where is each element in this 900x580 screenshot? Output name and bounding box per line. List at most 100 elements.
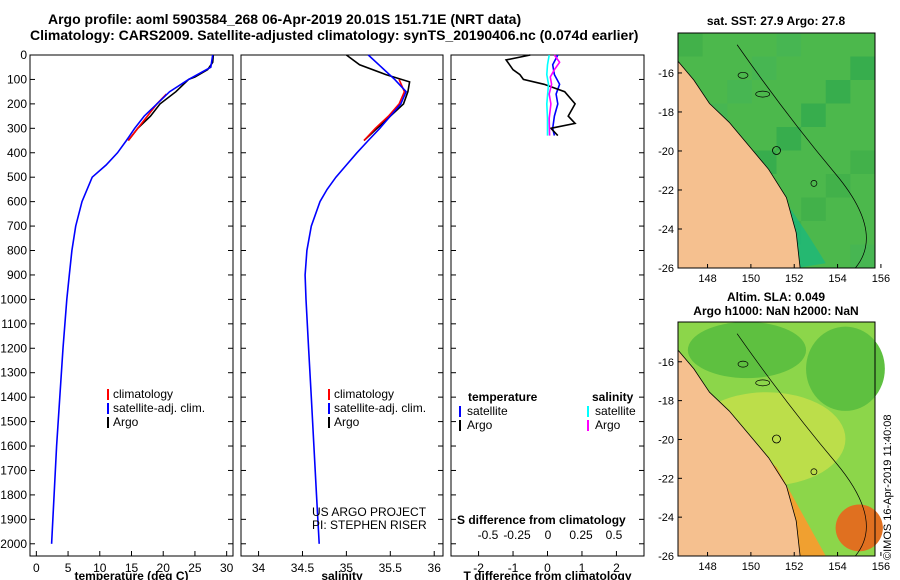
series-line-climatology — [363, 79, 406, 142]
y-tick-label: 800 — [7, 244, 27, 258]
x-tick-label-top: -0.25 — [503, 528, 531, 542]
legend-label: Argo — [334, 415, 360, 429]
sst-patch — [850, 150, 875, 174]
legend-label: satellite — [595, 404, 636, 418]
x-tick-label-salinity: 34 — [252, 561, 266, 575]
y-tick-label: 700 — [7, 219, 27, 233]
map-title-sst: sat. SST: 27.9 Argo: 27.8 — [707, 14, 846, 28]
reef-outline — [737, 360, 749, 368]
map-x-tick-label: 148 — [698, 561, 716, 573]
y-tick-label: 1000 — [0, 292, 27, 306]
map-y-tick-label: -26 — [658, 551, 674, 563]
y-tick-label: 2000 — [0, 537, 27, 551]
x-tick-label-top: 0.5 — [606, 528, 623, 542]
y-tick-label: 1500 — [0, 415, 27, 429]
x-tick-label-difference: 2 — [613, 561, 620, 575]
x-tick-label-salinity: 35 — [340, 561, 354, 575]
x-tick-label-top: -0.5 — [478, 528, 499, 542]
y-tick-label: 500 — [7, 170, 27, 184]
y-tick-label: 1200 — [0, 341, 27, 355]
map-y-tick-label: -16 — [658, 357, 674, 369]
shelf-contour — [736, 333, 867, 557]
map-x-tick-label: 148 — [698, 273, 716, 285]
x-tick-label-temperature: 20 — [157, 561, 171, 575]
y-tick-label: 1900 — [0, 512, 27, 526]
y-tick-label: 1700 — [0, 463, 27, 477]
x-axis-label-salinity: salinity — [321, 569, 363, 580]
x-tick-label-top: 0.25 — [569, 528, 593, 542]
y-tick-label: 300 — [7, 121, 27, 135]
sst-patch — [801, 197, 826, 221]
legend-title-temperature: temperature — [468, 390, 538, 404]
x-tick-label-difference: 1 — [579, 561, 586, 575]
header-line-1: Argo profile: aoml 5903584_268 06-Apr-20… — [48, 11, 522, 27]
legend-label: Argo — [113, 415, 139, 429]
series-line-satellite-adj-clim- — [50, 54, 214, 544]
legend-label: climatology — [334, 387, 394, 401]
sst-patch — [825, 80, 851, 104]
sla-low-region — [687, 322, 807, 379]
x-axis-label-top: S difference from climatology — [457, 513, 626, 527]
x-axis-label-temperature: temperature (deg C) — [74, 569, 188, 580]
sst-patch — [751, 56, 777, 80]
map-y-tick-label: -24 — [658, 224, 674, 236]
series-line-argo — [345, 54, 411, 142]
x-tick-label-salinity: 36 — [428, 561, 442, 575]
map-y-tick-label: -22 — [658, 473, 674, 485]
map-x-tick-label: 150 — [742, 273, 760, 285]
y-tick-label: 100 — [7, 72, 27, 86]
x-tick-label-salinity: 35.5 — [379, 561, 403, 575]
argo-position-marker — [772, 146, 781, 155]
series-line-temperature-argo — [504, 54, 577, 137]
series-line-salinity-argo — [548, 54, 561, 136]
x-tick-label-difference: -1 — [508, 561, 519, 575]
reef-outline — [810, 468, 818, 476]
y-tick-label: 400 — [7, 146, 27, 160]
x-tick-label-difference: 0 — [544, 561, 551, 575]
legend-label: climatology — [113, 387, 173, 401]
legend-title-salinity: salinity — [592, 390, 634, 404]
map-x-tick-label: 156 — [872, 273, 890, 285]
sst-patch — [727, 80, 752, 104]
sla-high-eddy — [835, 504, 883, 552]
reef-outline — [737, 71, 749, 79]
plot-frame-temperature — [29, 54, 234, 557]
map-x-tick-label: 154 — [828, 273, 846, 285]
map-x-tick-label: 154 — [828, 561, 846, 573]
reef-outline — [755, 90, 771, 98]
header-line-2: Climatology: CARS2009. Satellite-adjuste… — [30, 27, 639, 43]
x-tick-label-top: 0 — [545, 528, 552, 542]
x-tick-label-temperature: 25 — [188, 561, 202, 575]
map-y-tick-label: -24 — [658, 512, 674, 524]
legend-label: satellite-adj. clim. — [334, 401, 426, 415]
x-tick-label-difference: -2 — [473, 561, 484, 575]
series-line-argo — [127, 54, 215, 141]
series-line-satellite-adj-clim- — [304, 54, 408, 544]
y-tick-label: 600 — [7, 195, 27, 209]
legend-label: Argo — [595, 418, 621, 432]
x-tick-label-temperature: 5 — [65, 561, 72, 575]
sst-patch — [825, 174, 851, 198]
y-tick-label: 900 — [7, 268, 27, 282]
map-x-tick-label: 152 — [785, 561, 803, 573]
legend-label: satellite — [467, 404, 508, 418]
reef-outline — [755, 379, 771, 387]
sst-patch — [678, 33, 703, 57]
reef-outline — [810, 180, 818, 187]
map-subtitle-sla: Argo h1000: NaN h2000: NaN — [693, 304, 858, 318]
y-tick-label: 1300 — [0, 366, 27, 380]
x-tick-label-temperature: 0 — [33, 561, 40, 575]
series-line-temperature-satellite — [551, 54, 561, 136]
y-tick-label: 1100 — [1, 317, 27, 331]
series-line-salinity-satellite — [545, 54, 550, 136]
map-y-tick-label: -18 — [658, 107, 674, 119]
y-tick-label: 1800 — [0, 488, 27, 502]
y-tick-label: 0 — [20, 48, 27, 62]
sst-patch — [801, 103, 826, 127]
map-title-sla: Altim. SLA: 0.049 — [727, 290, 825, 304]
map-y-tick-label: -20 — [658, 146, 674, 158]
x-tick-label-temperature: 30 — [220, 561, 234, 575]
plot-frame-salinity — [240, 54, 444, 557]
sst-patch — [776, 127, 802, 151]
